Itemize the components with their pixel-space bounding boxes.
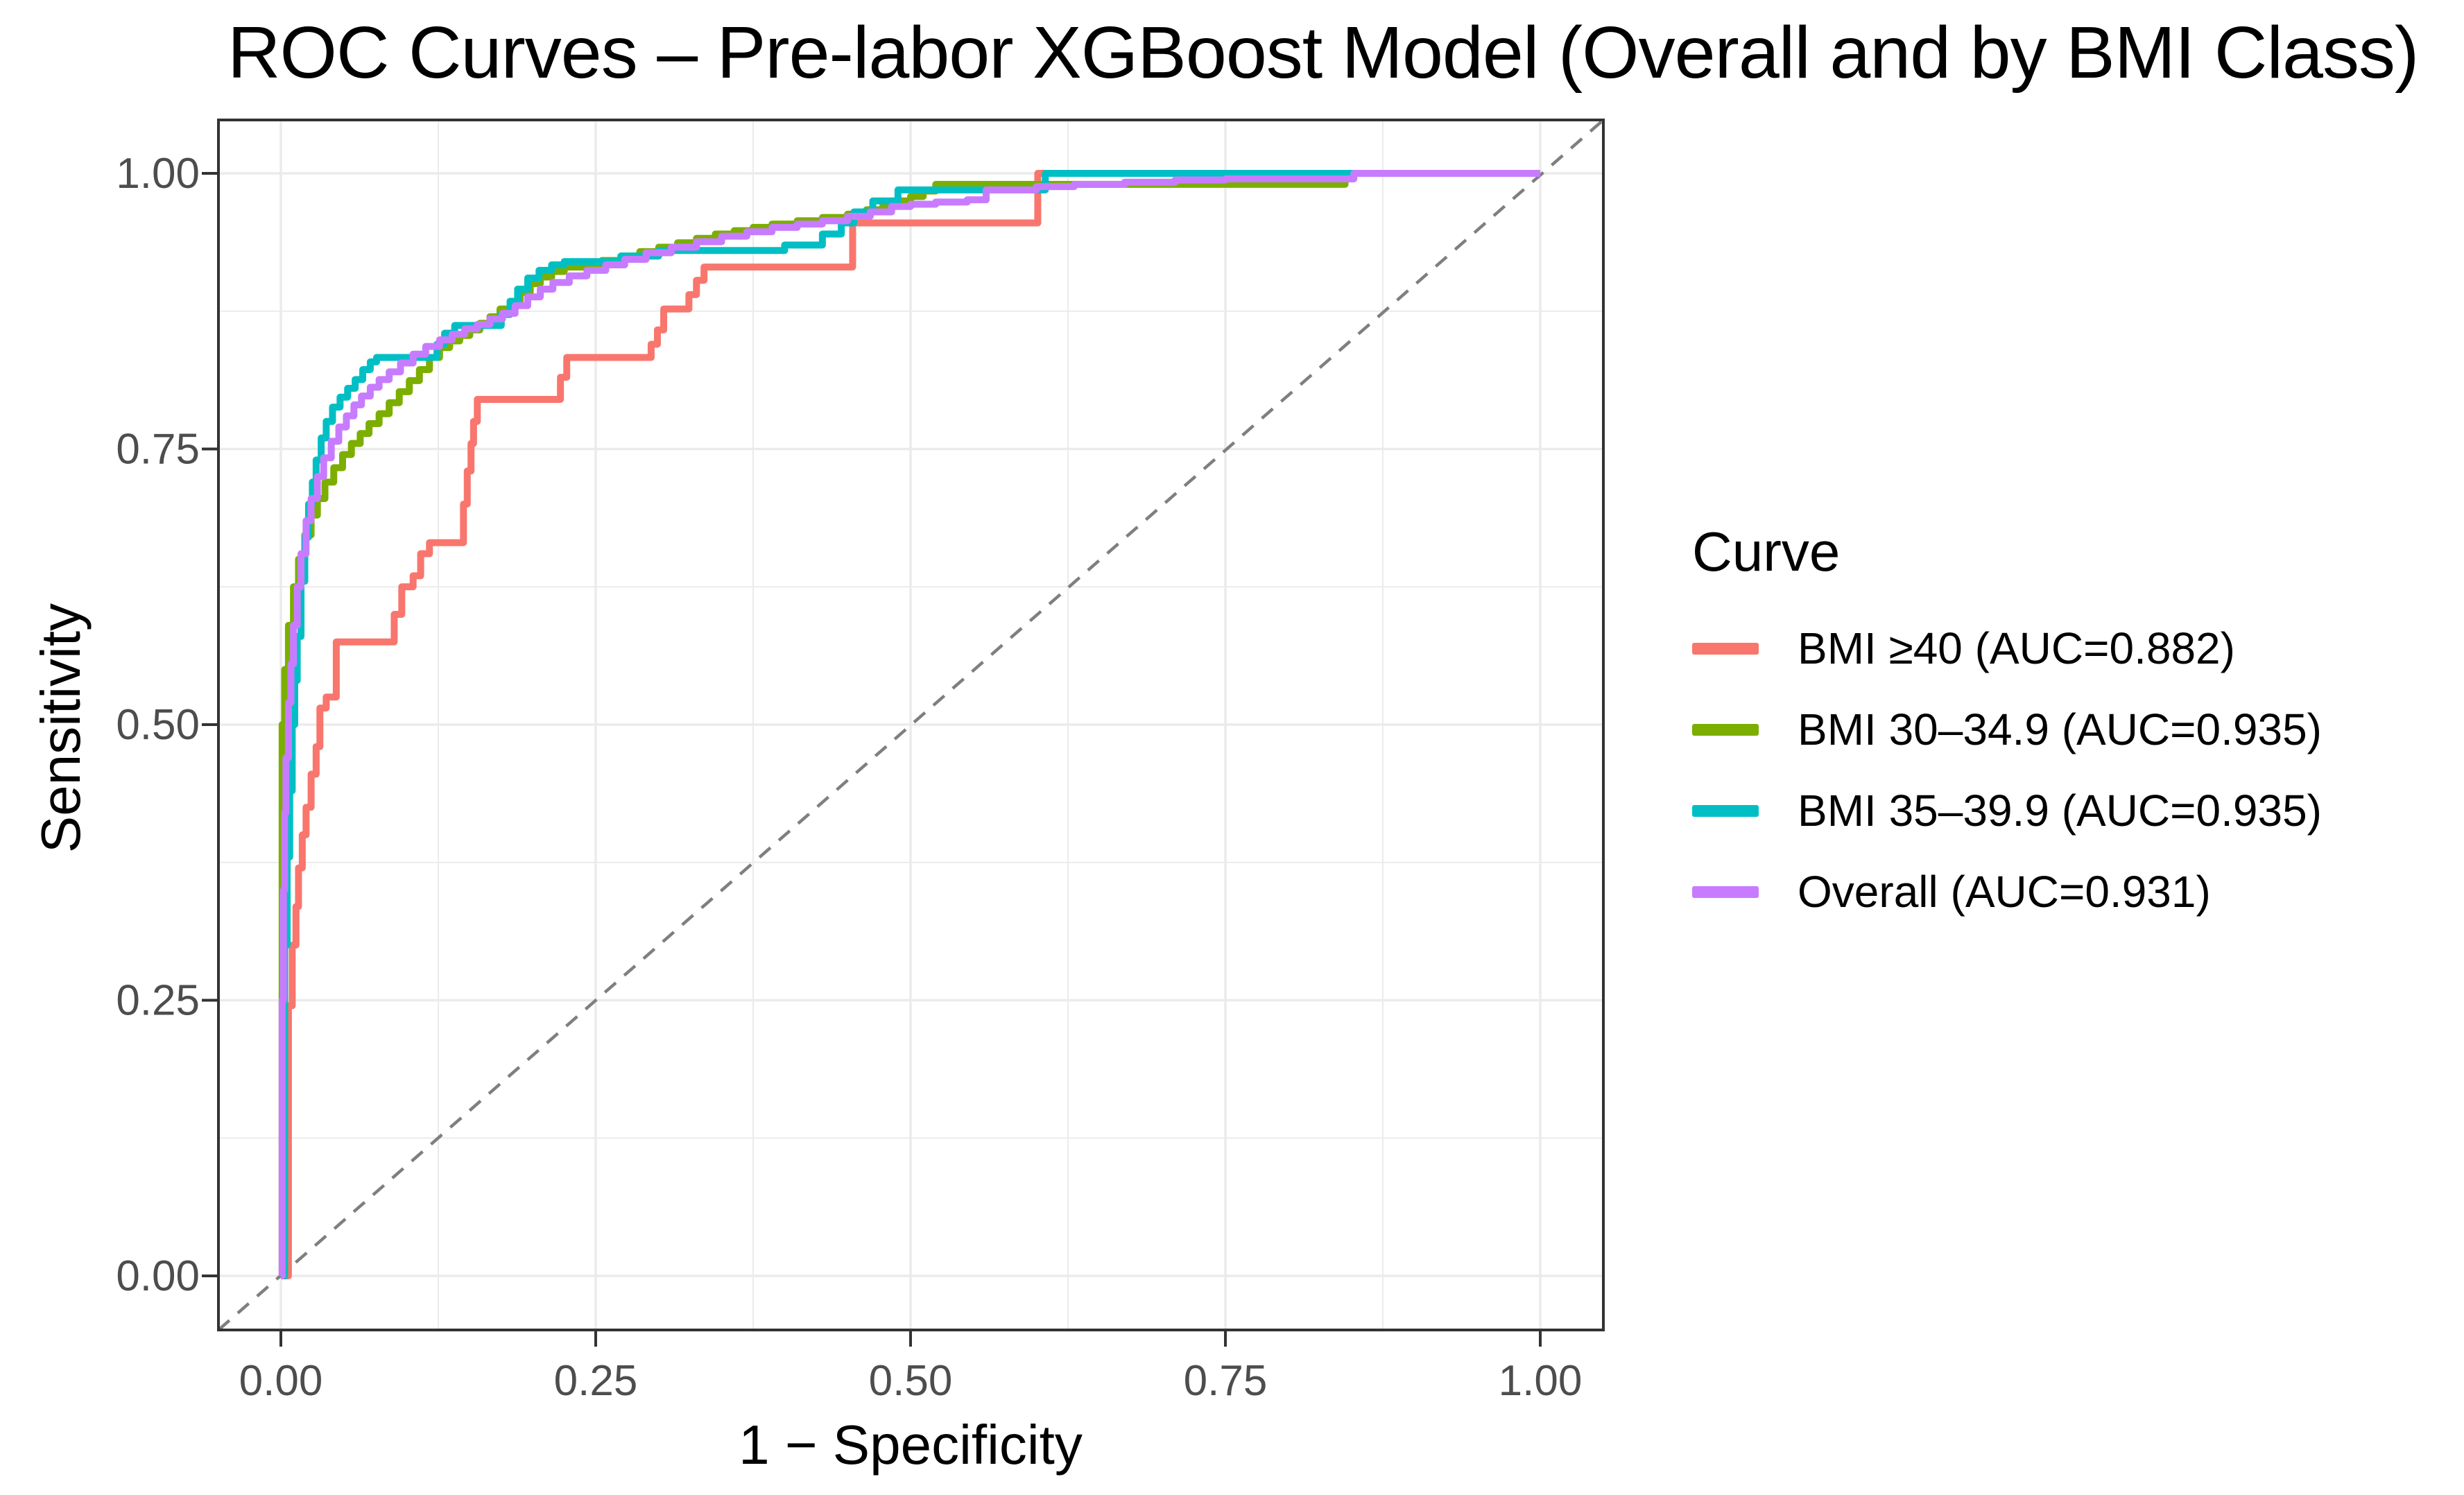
roc-curve-bmi-35-39-9 <box>281 170 1540 1279</box>
y-tick-label: 0.00 <box>116 1252 200 1300</box>
x-tick-label: 0.00 <box>239 1357 323 1405</box>
x-tick-label: 0.75 <box>1184 1357 1268 1405</box>
legend-swatch-overall <box>1692 885 1759 898</box>
y-axis-title: Sensitivity <box>30 603 92 854</box>
legend-entry-bmi-35-39-9: BMI 35–39.9 (AUC=0.935) <box>1692 786 2462 836</box>
y-tick-label: 0.25 <box>116 977 200 1025</box>
axis-tick-labels: 0.00 0.25 0.50 0.75 1.00 0.00 0.25 0.50 0.75 1.00 <box>116 150 1582 1405</box>
x-axis-title: 1 − Specificity <box>739 1414 1083 1476</box>
legend-swatch-bmi-30-34-9 <box>1692 723 1759 736</box>
legend-entry-overall: Overall (AUC=0.931) <box>1692 867 2462 917</box>
roc-curves-group <box>278 170 1540 1279</box>
y-tick-label: 1.00 <box>116 150 200 198</box>
axis-tick-marks <box>202 172 1542 1347</box>
legend-label: BMI ≥40 (AUC=0.882) <box>1798 623 2235 673</box>
legend-label: Overall (AUC=0.931) <box>1798 867 2211 917</box>
x-tick-label: 0.50 <box>869 1357 953 1405</box>
x-tick-label: 0.25 <box>554 1357 638 1405</box>
legend-swatch-bmi-ge-40 <box>1692 642 1759 655</box>
legend-entry-bmi-ge-40: BMI ≥40 (AUC=0.882) <box>1692 623 2462 673</box>
legend-label: BMI 35–39.9 (AUC=0.935) <box>1798 786 2322 836</box>
y-tick-label: 0.50 <box>116 701 200 749</box>
legend-label: BMI 30–34.9 (AUC=0.935) <box>1798 705 2322 754</box>
roc-curve-bmi-ge-40 <box>281 170 1540 1279</box>
legend-entry-bmi-30-34-9: BMI 30–34.9 (AUC=0.935) <box>1692 705 2462 754</box>
y-tick-label: 0.75 <box>116 426 200 474</box>
legend-title: Curve <box>1692 521 1841 582</box>
gridlines-major <box>218 120 1603 1330</box>
legend: Curve BMI ≥40 (AUC=0.882) BMI 30–34.9 (A… <box>1692 0 2462 1495</box>
x-tick-label: 1.00 <box>1499 1357 1583 1405</box>
plot-title: ROC Curves – Pre-labor XGBoost Model (Ov… <box>227 12 2419 94</box>
roc-curve-overall <box>278 170 1540 1279</box>
legend-swatch-bmi-35-39-9 <box>1692 804 1759 817</box>
